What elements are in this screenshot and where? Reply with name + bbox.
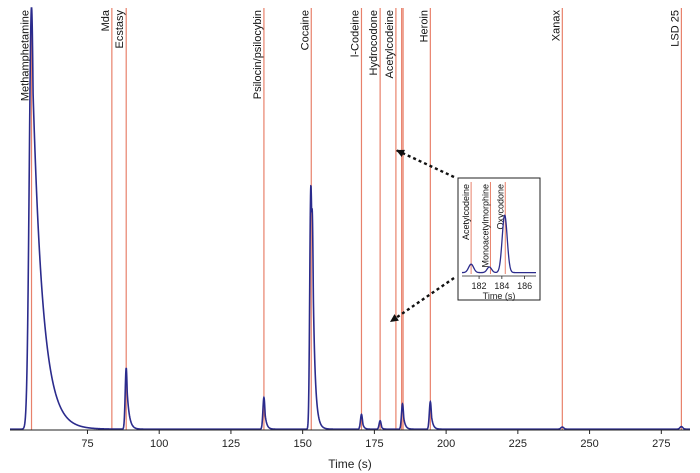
compound-label: Mda — [100, 9, 112, 31]
x-tick-label: 75 — [81, 438, 93, 450]
inset-panel: Acetylcodeine Monoacetylmorphine Oxycodone… — [457, 177, 541, 301]
x-tick-label: 250 — [580, 438, 598, 450]
inset-marker-layer — [470, 182, 506, 274]
callout-arrow-line — [395, 148, 455, 179]
compound-label: LSD 25 — [669, 10, 681, 47]
chromatogram-trace — [10, 7, 690, 430]
inset-label-layer: Acetylcodeine Monoacetylmorphine Oxycodone — [461, 184, 505, 268]
x-tick-label: 125 — [222, 438, 240, 450]
callout-arrow-lower — [389, 277, 455, 323]
x-tick-label: 200 — [437, 438, 455, 450]
compound-label: Psilocin/psilocybin — [252, 10, 264, 99]
compound-label: Hydrocodone — [368, 10, 380, 75]
x-tick-label: 150 — [293, 438, 311, 450]
inset-compound-label: Monoacetylmorphine — [480, 184, 490, 268]
x-tick-label: 100 — [150, 438, 168, 450]
compound-marker-layer — [30, 8, 682, 430]
callout-arrows — [389, 148, 455, 323]
x-tick-label: 175 — [365, 438, 383, 450]
x-tick-label: 275 — [652, 438, 670, 450]
inset-x-axis-title: Time (s) — [483, 291, 516, 301]
inset-trace — [461, 214, 536, 274]
callout-arrow-upper — [395, 148, 455, 179]
x-axis-title: Time (s) — [328, 457, 372, 471]
compound-label: Methamphetamine — [20, 10, 32, 101]
compound-label: Ecstasy — [114, 10, 126, 49]
compound-label: Xanax — [550, 10, 562, 42]
compound-label: l-Codeine — [349, 10, 361, 57]
callout-arrow-line — [389, 277, 455, 323]
callout-arrow-head — [396, 149, 405, 157]
callout-arrow-head — [390, 314, 399, 322]
inset-frame — [457, 177, 541, 301]
compound-label: Acetylcodeine — [384, 10, 396, 79]
x-axis-ticks: 75 100 125 150 175 200 225 250 275 — [81, 430, 670, 450]
x-tick-label: 225 — [509, 438, 527, 450]
compound-label: Cocaine — [299, 10, 311, 50]
compound-label: Heroin — [418, 10, 430, 42]
inset-compound-label: Acetylcodeine — [461, 184, 471, 240]
inset-tick-label: 186 — [517, 281, 532, 291]
inset-ticks: 182 184 186 — [462, 275, 536, 291]
compound-label-layer: Methamphetamine Mda Ecstasy Psilocin/psiloc… — [20, 9, 682, 101]
inset-compound-label: Oxycodone — [495, 184, 505, 230]
inset-tick-label: 184 — [494, 281, 509, 291]
inset-tick-label: 182 — [472, 281, 487, 291]
